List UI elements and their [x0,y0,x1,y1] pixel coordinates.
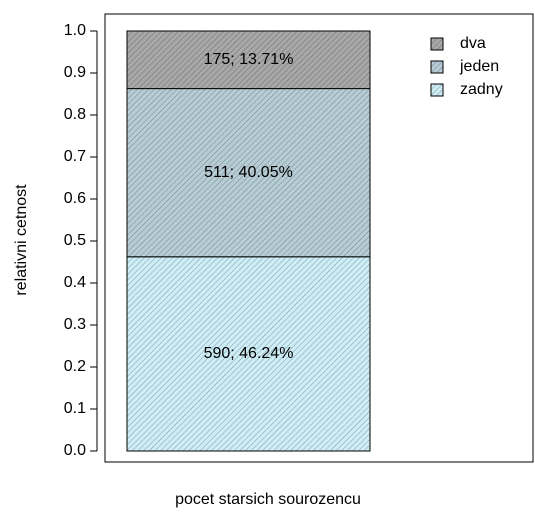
y-tick-label: 0.7 [64,148,86,165]
x-axis-label: pocet starsich sourozencu [175,491,361,508]
y-tick-label: 0.1 [64,400,86,417]
legend-swatch [430,83,444,97]
y-axis-label: relativni cetnost [13,184,30,296]
y-tick-label: 0.4 [64,274,86,291]
data-label: 175; 13.71% [204,51,294,68]
bar-segment [126,88,371,258]
y-tick-label: 0.6 [64,190,86,207]
data-label: 511; 40.05% [204,164,293,181]
y-tick-label: 0.5 [64,232,86,249]
data-label: 590; 46.24% [204,345,294,362]
y-tick-label: 0.9 [64,64,86,81]
bar-segment [126,30,371,90]
y-tick-label: 0.0 [64,442,86,459]
bar-segment [126,256,371,452]
y-tick-label: 0.8 [64,106,86,123]
legend-label: dva [460,35,486,52]
y-tick-label: 0.3 [64,316,86,333]
y-tick-label: 1.0 [64,22,86,39]
y-tick-label: 0.2 [64,358,86,375]
legend-label: zadny [460,81,503,98]
legend-swatch [430,37,444,51]
legend-label: jeden [459,58,499,75]
plot-frame [104,13,534,463]
legend-swatch [430,60,444,74]
